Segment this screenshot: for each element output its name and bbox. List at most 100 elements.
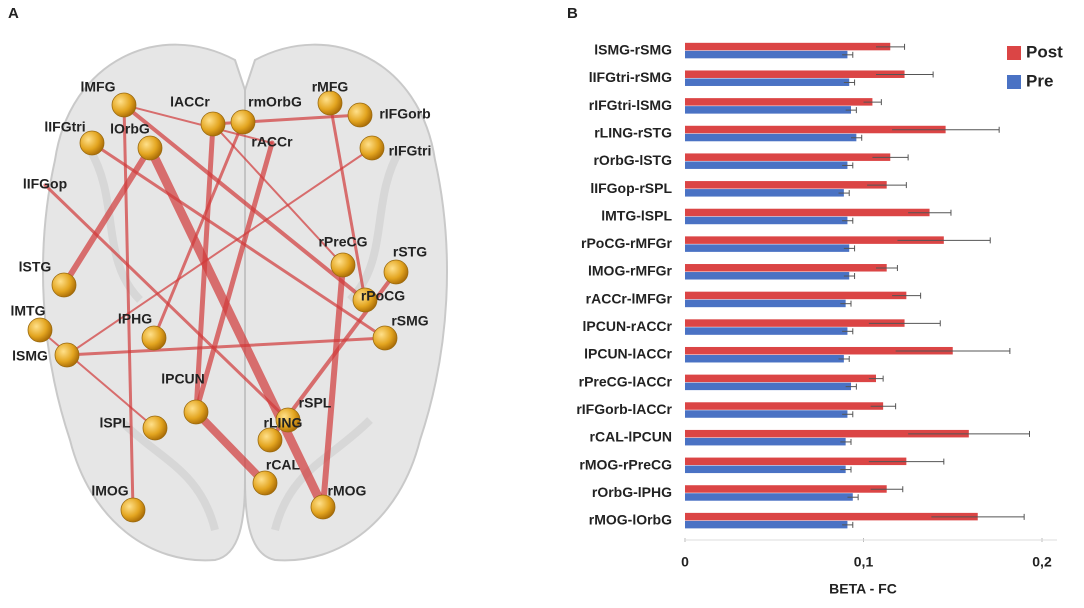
category-label: rOrbG-lSTG [593,152,672,168]
bar [685,153,891,161]
edge [122,103,135,512]
node-label: rACCr [251,134,293,150]
legend-swatch [1007,46,1021,60]
node-label: rSTG [393,244,427,260]
node [310,494,336,520]
bar [685,512,978,521]
edges [39,101,398,512]
bar [685,410,848,418]
node [27,317,53,343]
node-label: lIFGtri [44,119,85,135]
panel-label: A [8,5,19,22]
edge [320,262,346,510]
edge [193,140,275,415]
category-label: lIFGtri-rSMG [589,69,672,85]
bar [685,106,852,114]
edge [65,336,387,357]
bar [685,319,905,327]
node [347,102,373,128]
bar [685,236,944,244]
bar [685,465,846,474]
node [141,325,167,351]
node-label: lSMG [12,348,48,364]
node [257,427,283,453]
edge [122,103,367,302]
bar [685,216,848,225]
chart: BETA - FC 0 0,1 0,2 lSMG-rSMG lIFGtri-rSMG rI… [576,42,1063,597]
node [51,272,77,298]
edge [66,147,373,356]
bar [685,161,848,169]
edge [123,104,273,144]
node-label: rLING [264,415,303,431]
category-label: rCAL-lPCUN [590,429,672,445]
category-label: rLING-rSTG [594,124,672,140]
category-label: lPCUN-rACCr [583,318,673,334]
legend-label: Post [1026,42,1063,61]
node [120,497,146,523]
bar [685,429,969,438]
bar [685,98,873,106]
node-label: rMFG [312,79,349,95]
category-label: rOrbG-lPHG [592,484,672,500]
node-label: lSPL [99,415,131,431]
category-label: lPCUN-lACCr [584,346,672,362]
node-label: lPCUN [161,371,205,387]
node [252,470,278,496]
edge [192,408,269,487]
nodes: lMFG lACCr rmOrbG rMFG rIFGorb lIFGtri lOrbG rA… [11,79,432,523]
bar [685,181,887,189]
category-label: lMTG-lSPL [601,207,672,223]
bar [685,244,850,252]
bar [685,346,953,355]
edge [328,101,367,302]
node [54,342,80,368]
category-label: rPreCG-lACCr [579,373,673,389]
edge [43,183,290,422]
bar [685,133,857,142]
node [372,325,398,351]
category-label: rPoCG-rMFGr [581,235,673,251]
node [275,407,301,433]
node-label: lSTG [19,259,52,275]
category-label: rIFGtri-lSMG [589,97,672,113]
node [383,259,409,285]
category-label: lMOG-rMFGr [588,263,673,279]
node [330,252,356,278]
x-tick-label: 0,1 [854,554,874,570]
node [230,109,256,135]
bar [685,374,876,383]
node-label: rCAL [266,457,301,473]
node-label: rIFGorb [379,106,430,122]
category-label: rMOG-lOrbG [589,512,672,528]
node-label: rPoCG [361,288,405,304]
node-label: lMFG [81,79,116,95]
bar [685,327,848,335]
edge [145,143,328,512]
panel-label: B [567,5,578,22]
node [359,135,385,161]
node [200,111,226,137]
bar [685,264,887,272]
bar [685,125,946,134]
node-label: rmOrbG [248,94,302,110]
node [352,287,378,313]
category-label: lSMG-rSMG [594,42,672,58]
x-tick-label: 0,2 [1032,554,1052,570]
x-tick-label: 0 [681,554,689,570]
bar [685,299,846,308]
legend-swatch [1007,75,1021,89]
bar [685,457,907,466]
bar [685,272,850,280]
bar [685,70,905,78]
bar [685,382,852,391]
node [142,415,168,441]
node-label: rPreCG [318,234,367,250]
category-label: rACCr-lMFGr [586,290,673,306]
node-label: lPHG [118,311,152,327]
node-label: rIFGtri [389,143,432,159]
x-axis-title: BETA - FC [829,581,897,597]
category-label: rMOG-rPreCG [579,456,672,472]
bar [685,437,846,446]
